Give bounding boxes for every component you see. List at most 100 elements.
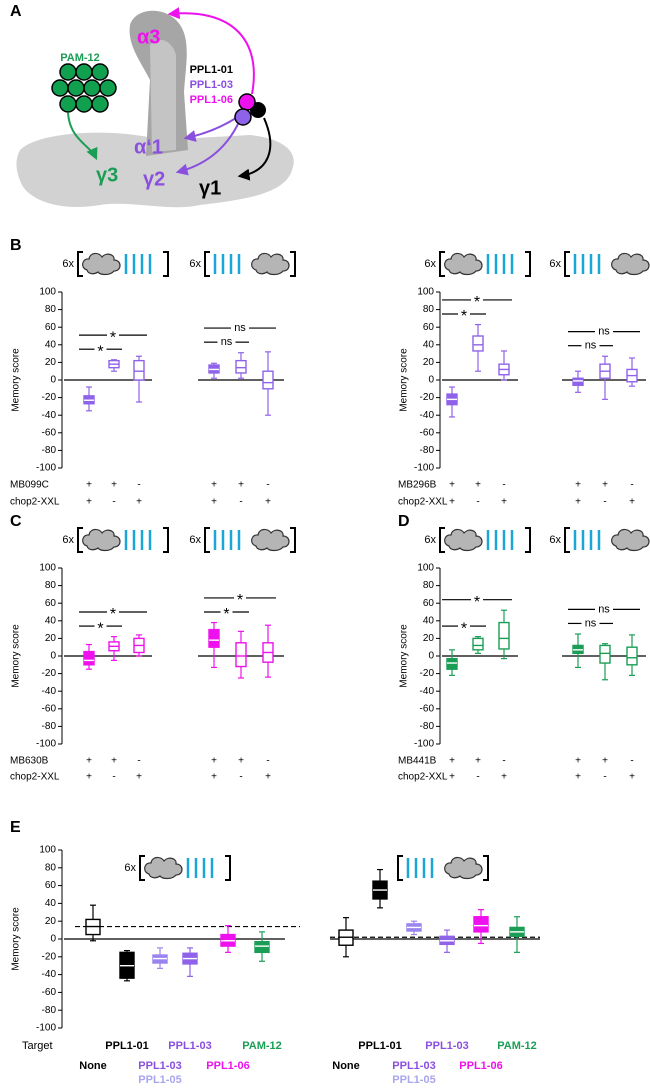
y-tick-label: 20 — [45, 916, 57, 927]
odor-cloud — [444, 856, 483, 880]
y-tick-label: -40 — [420, 686, 435, 697]
genotype-label: + — [136, 772, 142, 783]
bracket — [163, 527, 169, 553]
y-tick-label: -80 — [42, 1005, 57, 1016]
y-tick-label: -100 — [414, 739, 434, 750]
target-label: PPL1-01 — [358, 1040, 401, 1052]
y-tick-label: -60 — [42, 427, 57, 438]
genotype-label: - — [112, 497, 115, 508]
box — [599, 644, 611, 664]
y-tick-label: 100 — [417, 563, 434, 574]
protocol-prefix: 6x — [62, 258, 74, 270]
significance-label: ns — [598, 603, 610, 615]
y-tick-label: 0 — [50, 375, 56, 386]
genotype-label: + — [211, 772, 217, 783]
genotype-label: - — [603, 772, 606, 783]
y-axis-label: Memory score — [11, 624, 22, 688]
genotype-label: + — [86, 756, 92, 767]
genotype-label: + — [501, 772, 507, 783]
genotype-label: - — [603, 497, 606, 508]
significance-label: ns — [221, 336, 233, 348]
genotype-label: + — [111, 756, 117, 767]
genotype-label: + — [449, 772, 455, 783]
neuron — [234, 108, 252, 126]
genotype-label: + — [86, 480, 92, 491]
y-tick-label: 60 — [45, 880, 57, 891]
protocol-icon — [397, 855, 489, 881]
y-tick-label: -100 — [36, 463, 56, 474]
genotype-label: + — [265, 497, 271, 508]
row-label: chop2-XXL — [398, 497, 448, 508]
protocol-prefix: 6x — [124, 862, 136, 874]
y-axis-label: Memory score — [399, 348, 410, 412]
genotype-label: + — [602, 480, 608, 491]
y-tick-label: 0 — [50, 651, 56, 662]
genotype-label: - — [476, 497, 479, 508]
y-tick-label: 80 — [45, 862, 57, 873]
arrow — [237, 117, 272, 181]
bracket — [397, 855, 403, 881]
protocol-icon — [139, 855, 231, 881]
y-axis-label: Memory score — [399, 624, 410, 688]
genotype-label: + — [211, 756, 217, 767]
target-label: PPL1-05 — [138, 1074, 181, 1086]
row-label: MB441B — [398, 756, 437, 767]
genotype-label: + — [602, 756, 608, 767]
bracket — [564, 527, 570, 553]
y-tick-label: 20 — [423, 357, 435, 368]
odor-cloud — [144, 856, 183, 880]
bracket — [564, 251, 570, 277]
y-tick-label: 100 — [39, 287, 56, 298]
bracket — [290, 251, 296, 277]
target-label: PPL1-03 — [425, 1040, 468, 1052]
arrow — [67, 112, 98, 161]
neuron — [238, 93, 256, 111]
row-label: Target — [22, 1040, 53, 1052]
y-tick-label: -80 — [42, 445, 57, 456]
protocol-prefix: 6x — [62, 534, 74, 546]
y-tick-label: -20 — [420, 668, 435, 679]
genotype-label: + — [575, 497, 581, 508]
y-axis-label: Memory score — [11, 348, 22, 412]
row-label: chop2-XXL — [10, 772, 60, 783]
y-tick-label: 80 — [423, 580, 435, 591]
arrow — [167, 7, 255, 95]
arrow — [183, 117, 237, 142]
significance-label: ns — [598, 326, 610, 338]
genotype-label: - — [239, 772, 242, 783]
genotype-label: - — [476, 772, 479, 783]
neuron-label: PPL1-06 — [190, 94, 233, 106]
y-tick-label: 40 — [423, 339, 435, 350]
box — [472, 335, 484, 352]
y-tick-label: 60 — [45, 322, 57, 333]
genotype-label: - — [266, 480, 269, 491]
genotype-label: + — [449, 756, 455, 767]
y-tick-label: 80 — [45, 580, 57, 591]
y-tick-label: 20 — [423, 633, 435, 644]
y-tick-label: 60 — [45, 598, 57, 609]
y-tick-label: -60 — [42, 703, 57, 714]
significance-label: * — [474, 594, 480, 611]
box — [473, 916, 489, 933]
y-tick-label: 100 — [39, 563, 56, 574]
odor-cloud — [251, 528, 290, 552]
protocol-icon — [564, 527, 650, 553]
box — [208, 628, 220, 648]
genotype-label: + — [238, 756, 244, 767]
significance-label: * — [461, 308, 467, 325]
row-label: MB296B — [398, 480, 437, 491]
genotype-label: + — [501, 497, 507, 508]
genotype-label: - — [239, 497, 242, 508]
box — [446, 657, 458, 670]
protocol-icon — [77, 527, 169, 553]
panel-label: E — [10, 819, 21, 836]
genotype-label: + — [629, 497, 635, 508]
y-tick-label: -80 — [420, 721, 435, 732]
row-label: MB630B — [10, 756, 49, 767]
box — [472, 637, 484, 651]
y-tick-label: -20 — [42, 392, 57, 403]
target-label: PPL1-06 — [206, 1060, 249, 1072]
genotype-label: - — [112, 772, 115, 783]
vertical-lobe-front — [150, 39, 176, 152]
neuron-label: PAM-12 — [60, 52, 100, 64]
